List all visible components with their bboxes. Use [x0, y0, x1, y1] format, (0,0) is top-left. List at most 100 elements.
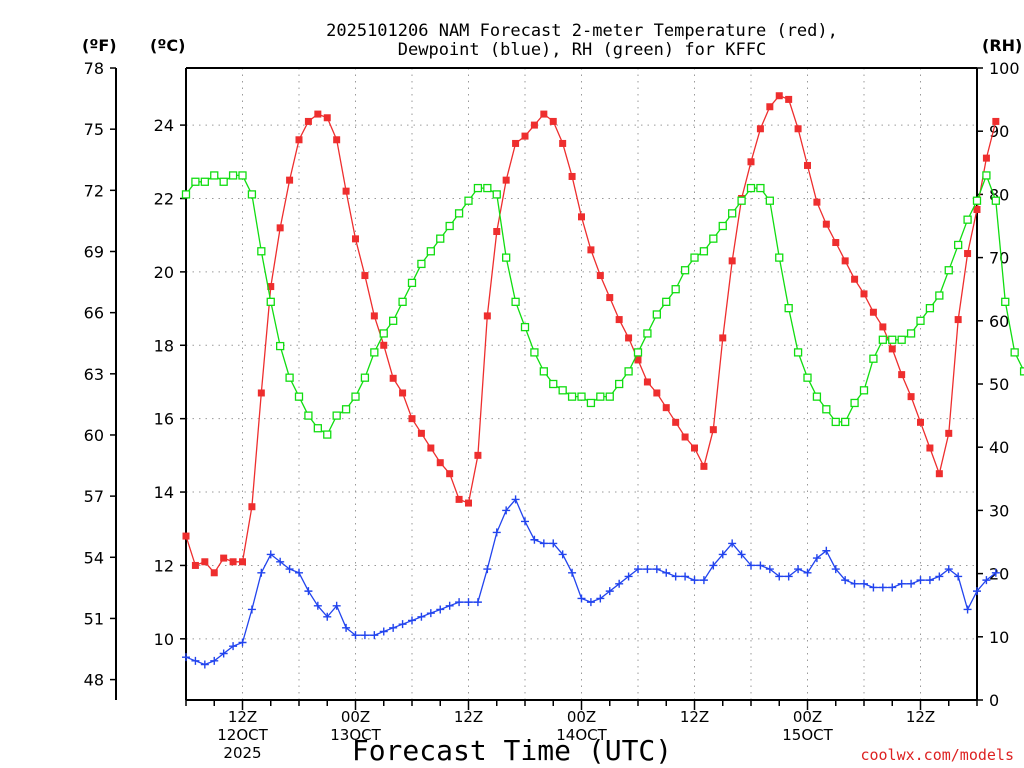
rh-point [793, 348, 803, 357]
c-tick-label: 10 [154, 630, 174, 649]
temperature-point [286, 176, 294, 184]
dewpoint-point [219, 649, 228, 658]
temperature-point [239, 558, 246, 566]
dewpoint-point [756, 561, 765, 570]
dewpoint-point [360, 631, 369, 640]
temperature-point [493, 228, 501, 236]
dewpoint-point [398, 620, 407, 629]
dewpoint-point [643, 565, 652, 574]
temperature-point [634, 356, 642, 364]
rh-point [916, 316, 925, 325]
temperature-point [822, 220, 830, 228]
rh-point [323, 430, 332, 439]
rh-point [502, 253, 511, 262]
dewpoint-point [426, 609, 435, 618]
dewpoint-point [803, 568, 812, 577]
temperature-point [191, 561, 199, 569]
temperature-point [691, 444, 698, 452]
dewpoint-point [690, 576, 699, 585]
rh-point [276, 341, 285, 351]
f-tick-label: 51 [84, 609, 104, 628]
series-temperature [182, 92, 1000, 577]
rh-point [652, 310, 661, 319]
rh-line [185, 173, 1024, 436]
temperature-point [465, 499, 472, 507]
x-tick-label: 14OCT [556, 726, 607, 744]
dewpoint-point [869, 583, 878, 592]
rh-point [906, 329, 916, 338]
temperature-point [869, 308, 877, 316]
c-tick-label: 18 [154, 336, 174, 355]
f-tick-label: 78 [84, 59, 104, 78]
rh-point [841, 417, 850, 427]
dewpoint-point [530, 535, 539, 544]
dewpoint-point [473, 598, 482, 607]
dewpoint-point [313, 601, 322, 610]
chart-title-line1: 2025101206 NAM Forecast 2-meter Temperat… [326, 21, 838, 41]
temperature-point [210, 569, 218, 577]
temperature-point [474, 451, 482, 459]
dewpoint-point [737, 550, 746, 559]
c-tick-label: 14 [154, 483, 174, 502]
rh-point [586, 398, 596, 408]
dewpoint-point [295, 568, 303, 577]
temperature-point [436, 459, 444, 467]
dewpoint-point [502, 506, 511, 515]
temperature-point [775, 92, 783, 100]
temperature-point [945, 429, 953, 437]
rh-point [445, 221, 454, 231]
temperature-point [417, 429, 425, 437]
fahrenheit-unit-label: (ºF) [82, 36, 117, 55]
rh-point [407, 278, 417, 288]
dewpoint-point [925, 576, 934, 585]
series-rh [181, 171, 1024, 439]
temperature-point [625, 334, 633, 342]
dewpoint-point [991, 568, 1000, 577]
dewpoint-point [624, 572, 633, 581]
rh-tick-label: 0 [989, 691, 999, 710]
temperature-point [926, 444, 934, 452]
dewpoint-point [586, 598, 595, 607]
temperature-point [361, 272, 369, 280]
temperature-point [370, 312, 378, 320]
temperature-point [229, 558, 237, 566]
rh-unit-label: (RH) [982, 36, 1022, 55]
rh-point [878, 335, 887, 344]
x-tick-label: 12Z [454, 708, 483, 726]
rh-point [473, 183, 483, 193]
c-tick-label: 22 [154, 189, 174, 208]
temperature-point [672, 418, 680, 426]
rh-point [417, 259, 426, 269]
dewpoint-point [200, 660, 209, 669]
rh-point [944, 266, 953, 275]
dewpoint-point [257, 568, 266, 577]
x-tick-label: 15OCT [782, 726, 833, 744]
temperature-point [700, 462, 708, 470]
temperature-point [257, 389, 265, 397]
dewpoint-point [342, 623, 351, 632]
rh-point [464, 196, 473, 205]
temperature-point [352, 235, 359, 243]
dewpoint-point [907, 579, 916, 588]
temperature-point [719, 334, 727, 342]
x-tick-label: 00Z [793, 708, 822, 726]
c-tick-label: 12 [154, 556, 174, 575]
rh-tick-label: 10 [989, 628, 1009, 647]
dewpoint-point [860, 579, 868, 588]
dewpoint-point [351, 631, 360, 640]
rh-point [954, 240, 963, 250]
rh-point [530, 348, 539, 357]
dewpoint-point [982, 576, 991, 585]
x-tick-label: 00Z [341, 708, 370, 726]
rh-point [812, 392, 822, 401]
temperature-point [973, 205, 981, 213]
temperature-point [220, 554, 228, 562]
f-tick-label: 69 [84, 242, 104, 261]
rh-point [370, 348, 379, 357]
rh-point [643, 329, 652, 338]
temperature-point [709, 426, 717, 434]
temperature-point [399, 389, 407, 397]
rh-point [266, 297, 275, 306]
